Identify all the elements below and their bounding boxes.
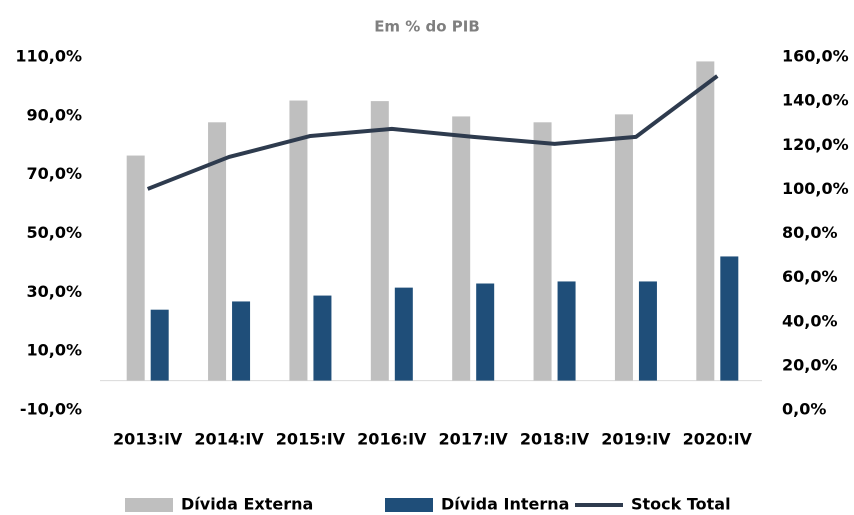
x-tick-label: 2013:IV [113, 430, 183, 449]
y2-tick-label: 100,0% [782, 179, 849, 198]
y2-tick-label: 80,0% [782, 223, 838, 242]
bar [394, 287, 413, 381]
bar [208, 122, 227, 381]
y2-tick-label: 40,0% [782, 311, 838, 330]
bar [557, 281, 576, 381]
bar [289, 100, 308, 381]
bar [533, 122, 552, 381]
bar [370, 101, 389, 381]
bar [313, 295, 332, 381]
bar [720, 256, 739, 381]
x-tick-label: 2018:IV [520, 430, 590, 449]
y2-tick-label: 160,0% [782, 47, 849, 66]
legend-label: Stock Total [631, 495, 731, 514]
y2-tick-label: 60,0% [782, 267, 838, 286]
legend-swatch [385, 498, 433, 512]
legend-label: Dívida Externa [181, 495, 313, 514]
y-tick-label: 110,0% [15, 47, 82, 66]
y-tick-label: 90,0% [26, 105, 82, 124]
x-tick-label: 2020:IV [683, 430, 753, 449]
x-tick-label: 2016:IV [357, 430, 427, 449]
y2-tick-label: 20,0% [782, 355, 838, 374]
legend-label: Dívida Interna [441, 495, 569, 514]
line [146, 74, 719, 191]
y-tick-label: -10,0% [20, 400, 82, 419]
legend-swatch [125, 498, 173, 512]
y2-tick-label: 140,0% [782, 91, 849, 110]
y-tick-label: 50,0% [26, 223, 82, 242]
y2-tick-label: 0,0% [782, 400, 826, 419]
y2-tick-label: 120,0% [782, 135, 849, 154]
bar [452, 116, 471, 381]
x-tick-label: 2017:IV [439, 430, 509, 449]
y-tick-label: 10,0% [26, 341, 82, 360]
y-tick-label: 70,0% [26, 164, 82, 183]
bar [614, 114, 633, 381]
bar [232, 301, 251, 381]
bar [126, 155, 145, 381]
y-tick-label: 30,0% [26, 282, 82, 301]
x-tick-label: 2015:IV [276, 430, 346, 449]
bar [638, 281, 657, 381]
chart-title: Em % do PIB [374, 18, 480, 36]
bar [150, 309, 169, 381]
bar [476, 283, 495, 381]
bar [696, 61, 715, 381]
x-tick-label: 2019:IV [601, 430, 671, 449]
x-tick-label: 2014:IV [194, 430, 264, 449]
